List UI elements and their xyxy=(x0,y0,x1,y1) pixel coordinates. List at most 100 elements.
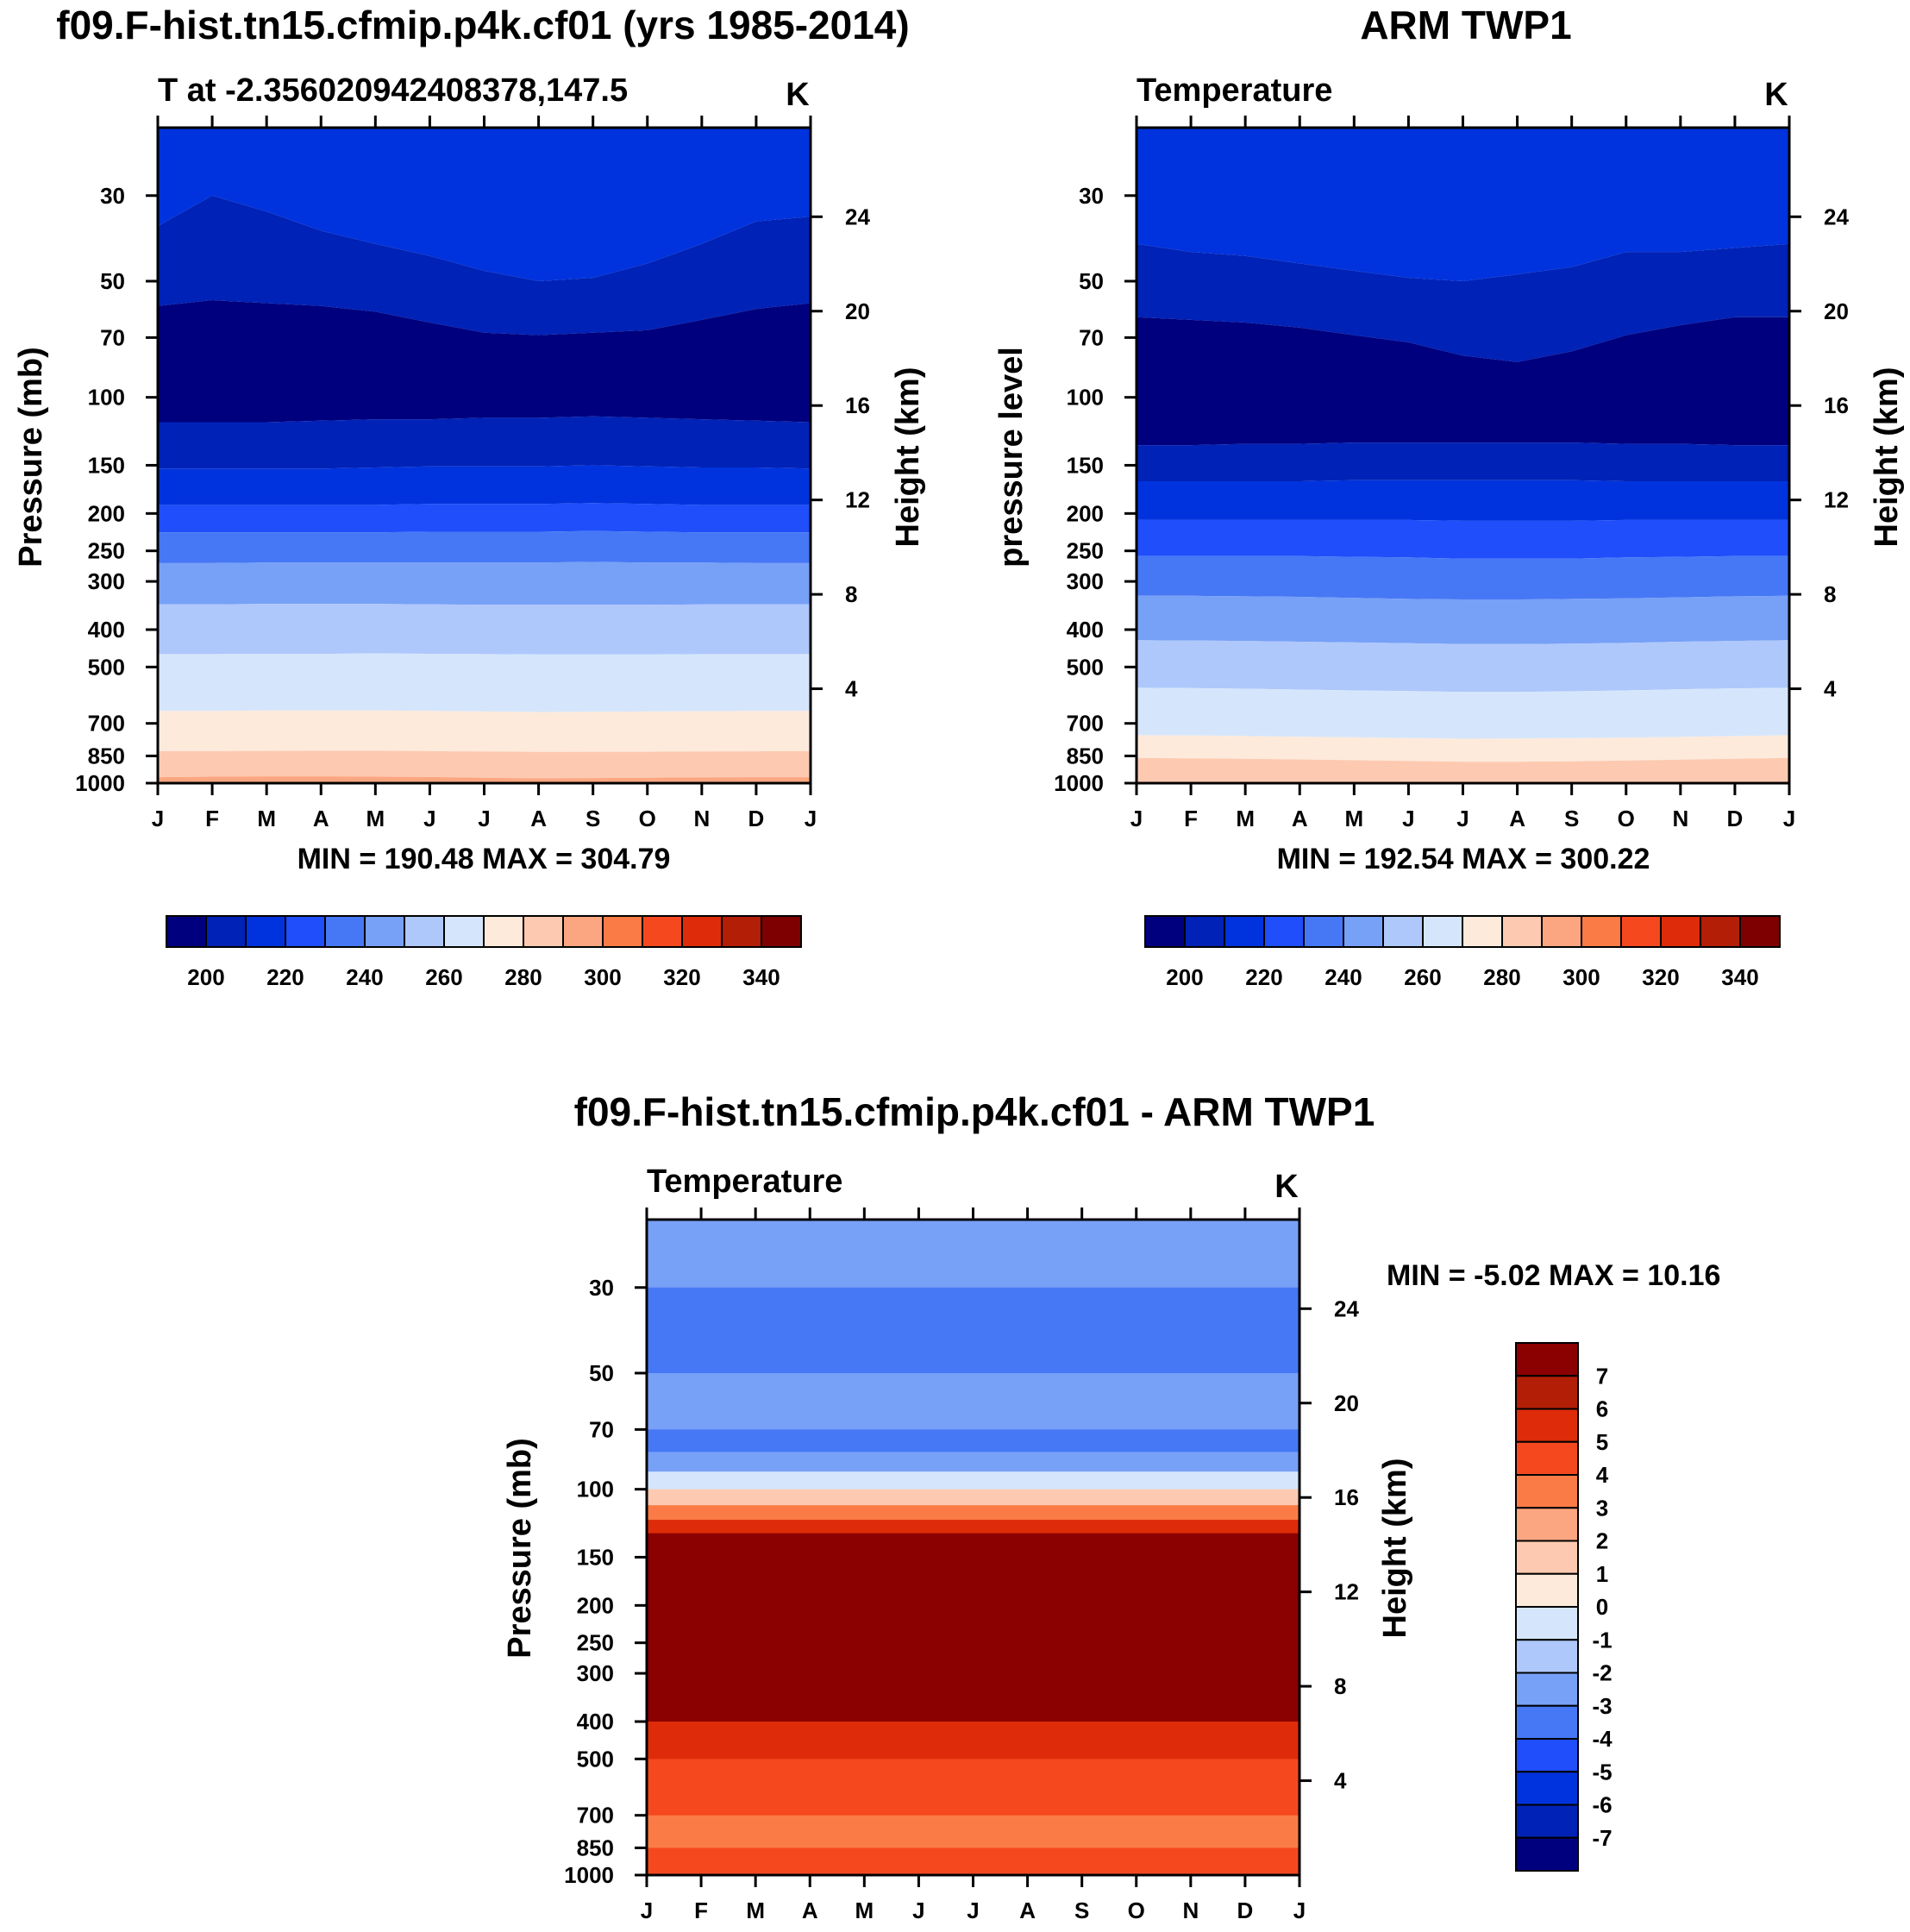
colorbar-label: 300 xyxy=(584,964,621,990)
obs-ytick-label: 70 xyxy=(1079,324,1104,350)
diff-band xyxy=(647,1673,1299,1722)
obs-ytick-label: 850 xyxy=(1067,743,1104,768)
model-ytick-label: 250 xyxy=(88,538,125,564)
model-xtick-label: N xyxy=(693,806,710,831)
diff-band xyxy=(647,1452,1299,1472)
model-band xyxy=(158,128,811,281)
diff-colorbar-swatch xyxy=(1515,1440,1579,1476)
obs-htick-label: 8 xyxy=(1824,581,1836,607)
colorbar-label: 260 xyxy=(425,964,462,990)
colorbar-swatch xyxy=(1501,915,1543,948)
diff-colorbar-swatch xyxy=(1515,1639,1579,1674)
diff-ytick-label: 150 xyxy=(577,1544,614,1570)
diff-xtick-label: J xyxy=(641,1898,653,1923)
panel-diff-plot: J F M A M J J A S O N D J 30 50 70 100 150 200 250 300 400 500… xyxy=(564,1208,1359,1923)
model-htick-label: 8 xyxy=(845,581,857,607)
model-ytick-label: 200 xyxy=(88,500,125,526)
obs-xtick-label: F xyxy=(1184,806,1198,831)
obs-xtick-label: S xyxy=(1564,806,1579,831)
model-xtick-label: J xyxy=(152,806,164,831)
diff-colorbar-label: 4 xyxy=(1596,1462,1609,1488)
model-band xyxy=(158,776,811,783)
obs-ytick-label: 100 xyxy=(1067,385,1104,411)
panel-model-title: T at -2.356020942408378,147.5 xyxy=(158,72,628,109)
colorbar-label: 320 xyxy=(663,964,700,990)
obs-band xyxy=(1137,555,1789,599)
diff-xtick-label: M xyxy=(746,1898,765,1923)
diff-ytick-label: 850 xyxy=(577,1835,614,1860)
diff-colorbar-swatch xyxy=(1515,1771,1579,1806)
model-xtick-label: M xyxy=(257,806,276,831)
panel-obs-minmax: MIN = 192.54 MAX = 300.22 xyxy=(1277,843,1650,875)
panel-model-units: K xyxy=(786,77,810,113)
diff-band xyxy=(647,1815,1299,1848)
model-band xyxy=(158,195,811,336)
model-ytick-label: 30 xyxy=(100,183,125,209)
diff-band xyxy=(647,1520,1299,1534)
obs-xtick-label: J xyxy=(1783,806,1795,831)
panel-obs-ylabel: pressure level xyxy=(993,347,1030,568)
diff-htick-label: 24 xyxy=(1334,1295,1359,1321)
diff-ytick-label: 300 xyxy=(577,1660,614,1686)
model-ytick-label: 70 xyxy=(100,324,125,350)
colorbar-swatch xyxy=(642,915,683,948)
colorbar-swatch xyxy=(1620,915,1662,948)
model-xtick-label: A xyxy=(313,806,329,831)
diff-ytick-label: 200 xyxy=(577,1592,614,1618)
obs-band xyxy=(1137,519,1789,559)
obs-xtick-label: O xyxy=(1618,806,1635,831)
colorbar-swatch xyxy=(285,915,326,948)
model-band xyxy=(158,503,811,533)
panel-diff-figure-title: f09.F-hist.tn15.cfmip.p4k.cf01 - ARM TWP… xyxy=(574,1089,1375,1134)
diff-colorbar-label: 7 xyxy=(1596,1363,1608,1389)
model-ytick-label: 150 xyxy=(88,452,125,478)
panel-obs-figure-title: ARM TWP1 xyxy=(1360,3,1571,47)
colorbar-swatch xyxy=(1660,915,1701,948)
obs-band xyxy=(1137,243,1789,362)
colorbar-swatch xyxy=(364,915,405,948)
model-ytick-label: 300 xyxy=(88,568,125,594)
diff-colorbar-label: 3 xyxy=(1596,1495,1608,1521)
model-htick-label: 16 xyxy=(845,392,870,418)
model-band xyxy=(158,465,811,505)
colorbar-swatch xyxy=(166,915,207,948)
obs-xtick-label: J xyxy=(1402,806,1414,831)
model-xtick-label: J xyxy=(805,806,817,831)
obs-band xyxy=(1137,595,1789,644)
diff-colorbar-label: 1 xyxy=(1596,1561,1608,1587)
colorbar-label: 220 xyxy=(1245,964,1282,990)
colorbar-swatch xyxy=(1343,915,1384,948)
diff-colorbar-swatch xyxy=(1515,1572,1579,1608)
diff-band xyxy=(647,1605,1299,1674)
colorbar-swatch xyxy=(1144,915,1186,948)
colorbar-swatch xyxy=(245,915,286,948)
model-band xyxy=(158,530,811,563)
diff-colorbar-swatch xyxy=(1515,1803,1579,1839)
diff-colorbar-label: 0 xyxy=(1596,1594,1608,1620)
obs-band xyxy=(1137,128,1789,281)
model-xtick-label: D xyxy=(748,806,765,831)
panel-model-minmax: MIN = 190.48 MAX = 304.79 xyxy=(297,843,671,875)
obs-band xyxy=(1137,640,1789,693)
panel-diff-minmax: MIN = -5.02 MAX = 10.16 xyxy=(1387,1259,1720,1292)
diff-ytick-label: 400 xyxy=(577,1709,614,1734)
model-htick-label: 12 xyxy=(845,487,870,513)
panel-obs-units: K xyxy=(1764,77,1788,113)
colorbar-label: 340 xyxy=(1721,964,1758,990)
colorbar-label: 240 xyxy=(1324,964,1362,990)
diff-colorbar-label: -3 xyxy=(1592,1693,1612,1719)
obs-xtick-label: J xyxy=(1456,806,1469,831)
obs-xtick-label: A xyxy=(1292,806,1308,831)
diff-xtick-label: J xyxy=(912,1898,924,1923)
colorbar-swatch xyxy=(721,915,762,948)
colorbar-swatch xyxy=(1382,915,1424,948)
diff-ytick-label: 50 xyxy=(589,1360,614,1386)
obs-band xyxy=(1137,317,1789,446)
model-ytick-label: 100 xyxy=(88,385,125,411)
colorbar-label: 280 xyxy=(504,964,542,990)
model-band xyxy=(158,653,811,712)
obs-xtick-label: M xyxy=(1236,806,1255,831)
obs-htick-label: 24 xyxy=(1824,204,1849,229)
diff-colorbar-swatch xyxy=(1515,1474,1579,1509)
model-ytick-label: 500 xyxy=(88,654,125,680)
